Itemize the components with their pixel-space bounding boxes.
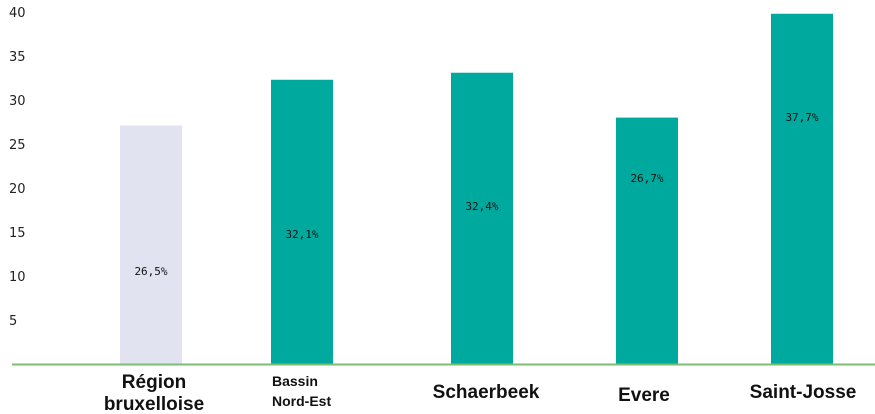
y-axis-ticks: 5 10 15 20 25 30 35 40 [9,6,26,329]
bar-2 [271,79,333,364]
bars [120,13,833,365]
data-label: 37,7% [785,111,818,124]
x-tick-label: Evere [618,385,670,406]
x-tick-label: Bassin Nord-Est [272,373,331,409]
y-tick-label: 30 [9,94,26,109]
x-tick-label: Région bruxelloise [104,372,204,414]
bar-4 [616,117,678,364]
y-tick-label: 20 [9,182,26,197]
data-label: 26,5% [134,265,167,278]
x-tick-label: Saint-Josse [750,382,857,403]
data-label: 32,1% [285,228,318,241]
bar-3 [451,72,513,364]
bar-1 [120,125,182,365]
data-label: 26,7% [630,172,663,185]
y-tick-label: 40 [9,6,26,21]
x-tick-label: Schaerbeek [433,382,540,403]
data-labels: 26,5% 32,1% 32,4% 26,7% 37,7% [134,111,818,278]
bar-5 [771,13,833,364]
y-tick-label: 25 [9,138,26,153]
y-tick-label: 15 [9,226,26,241]
y-tick-label: 10 [9,270,26,285]
y-tick-label: 35 [9,50,26,65]
x-axis-labels: Région bruxelloise Bassin Nord-Est Schaerbee… [104,372,856,414]
y-tick-label: 5 [9,314,17,329]
data-label: 32,4% [465,200,498,213]
